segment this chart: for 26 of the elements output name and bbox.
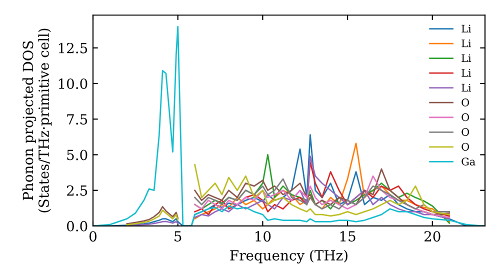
line-series <box>194 175 450 218</box>
legend-label: O <box>462 113 470 122</box>
y-axis-title: Phonon projected DOS (States/THz·primitive cell) <box>22 28 52 212</box>
x-tick-label: 10 <box>256 231 271 242</box>
y-tick-label: 10.0 <box>58 78 88 89</box>
legend-label: Li <box>462 69 472 77</box>
y-tick-label: 2.5 <box>66 185 88 196</box>
y-tick-label: 7.5 <box>67 114 88 125</box>
legend-label: Li <box>462 84 472 92</box>
x-tick-label: 5 <box>174 231 182 242</box>
x-tick-label: 0 <box>89 231 96 242</box>
legend-label: O <box>462 128 470 136</box>
y-tick-label: 5.0 <box>67 150 88 160</box>
legend-label: Ga <box>462 158 476 166</box>
line-series <box>194 142 450 222</box>
x-tick-label: 15 <box>340 231 356 242</box>
legend-label: O <box>462 98 470 106</box>
legend-label: Li <box>462 54 472 62</box>
x-tick-label: 20 <box>424 231 440 242</box>
y-tick-label: 12.5 <box>58 42 88 54</box>
legend-label: O <box>462 142 470 151</box>
legend-label: Li <box>462 24 472 32</box>
x-axis-title: Frequency (THz) <box>230 250 348 264</box>
line-series <box>194 178 450 212</box>
y-tick-label: 0.0 <box>66 220 88 232</box>
legend-label: Li <box>462 40 472 48</box>
